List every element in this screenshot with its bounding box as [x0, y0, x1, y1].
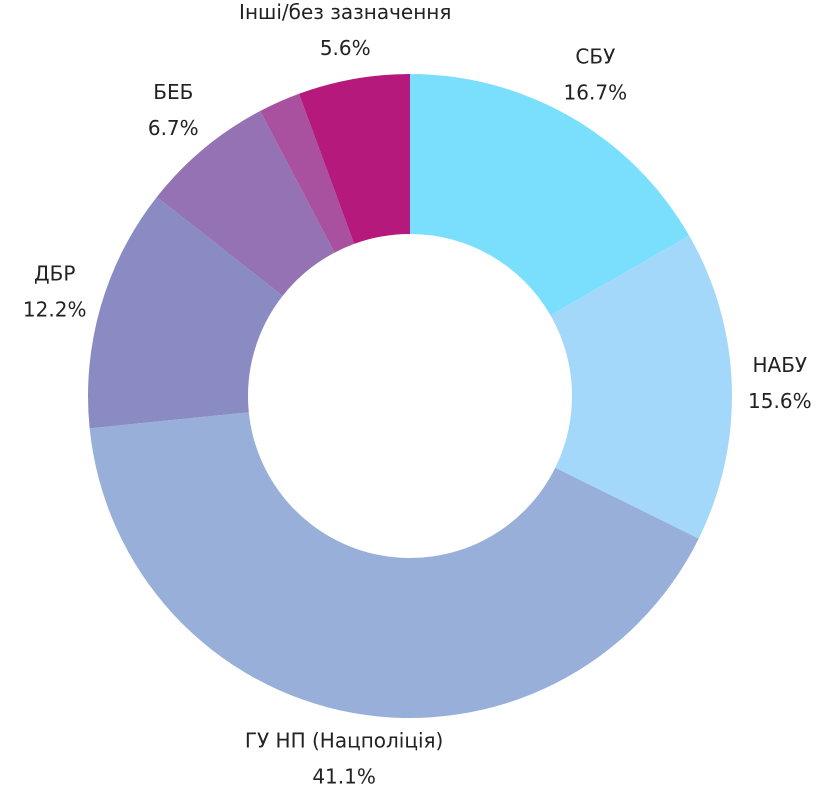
slice-label: ГУ НП (Нацполіція): [245, 729, 444, 753]
slice-value: 15.6%: [748, 389, 812, 413]
slice-label: СБУ: [575, 44, 615, 68]
slice-value: 12.2%: [23, 297, 87, 321]
slice-value: 16.7%: [564, 80, 628, 104]
slice: [88, 197, 283, 429]
slice: [299, 74, 410, 244]
slice: [550, 235, 732, 539]
slice-label: Інші/без зазначення: [239, 0, 451, 24]
slice: [410, 74, 690, 316]
slice-value: 5.6%: [320, 36, 371, 60]
slice-label: БЕБ: [153, 80, 193, 104]
slice-value: 6.7%: [148, 116, 199, 140]
slice-label: ДБР: [34, 261, 75, 285]
slice-value: 41.1%: [312, 765, 376, 789]
slice: [260, 93, 355, 253]
slice: [156, 110, 335, 296]
slice: [89, 412, 699, 718]
slice-label: НАБУ: [752, 353, 807, 377]
